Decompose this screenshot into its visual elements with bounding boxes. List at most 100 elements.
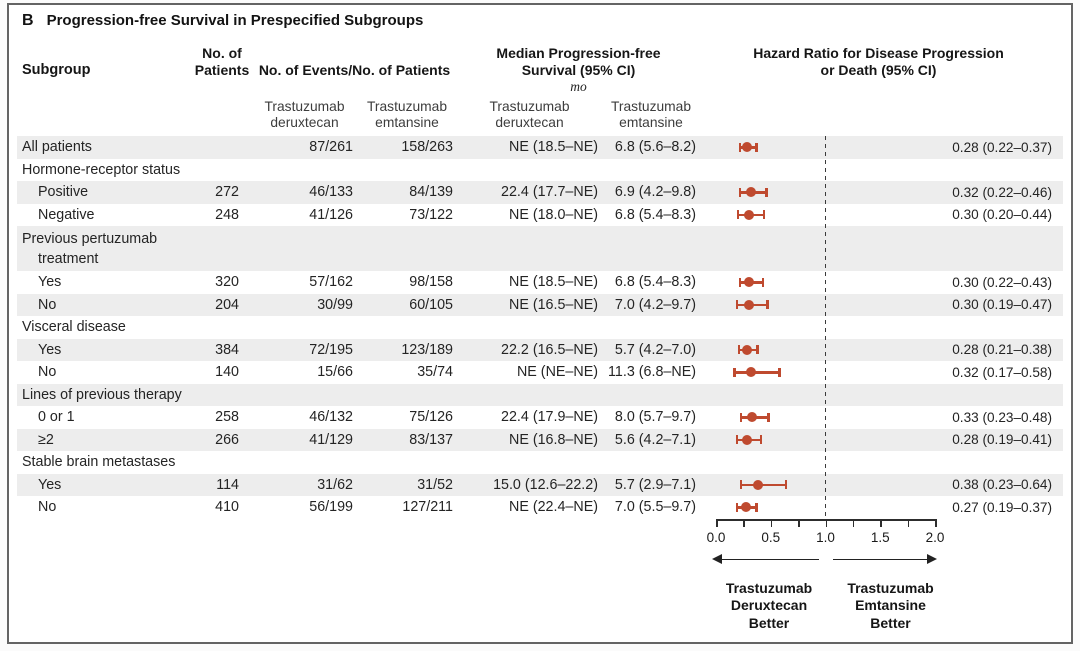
events-emtansine: 35/74 <box>417 364 453 381</box>
hr-value: 0.30 (0.20–0.44) <box>952 207 1052 223</box>
axis-tick-label: 1.5 <box>870 529 890 545</box>
events-emtansine <box>357 159 457 182</box>
median-emtansine <box>602 226 700 271</box>
table-rows: All patients 87/261 158/263 NE (18.5–NE) 6.8… <box>17 136 1063 521</box>
ci-cap <box>738 187 742 197</box>
forest-plot-cell <box>700 429 943 452</box>
ci-cap <box>778 367 781 377</box>
axis-tick-label: 0.0 <box>706 529 726 545</box>
group-header-row: Hormone-receptor status <box>17 159 1063 182</box>
forest-plot-cell <box>700 451 943 474</box>
subgroup-label: Yes <box>38 476 62 493</box>
left-arrow-icon <box>712 554 819 564</box>
table-row: Negative 248 41/126 73/122 NE (18.0–NE) 6.8 (… <box>17 204 1063 227</box>
hr-value: 0.30 (0.22–0.43) <box>952 274 1052 290</box>
table-header: Subgroup No. of Patients No. of Events/N… <box>17 39 1063 79</box>
forest-plot-cell <box>700 384 943 407</box>
forest-plot-cell <box>700 136 943 159</box>
col-header-events: No. of Events/No. of Patients <box>258 62 451 78</box>
ci-cap <box>766 300 769 310</box>
events-emtansine: 31/52 <box>417 476 453 493</box>
median-emtansine <box>602 159 700 182</box>
events-deruxtecan: 87/261 <box>309 139 353 156</box>
median-emtansine <box>602 451 700 474</box>
ci-cap <box>759 435 763 445</box>
events-deruxtecan: 57/162 <box>309 274 353 291</box>
patients-count: 140 <box>215 364 239 381</box>
table-row: No 140 15/66 35/74 NE (NE–NE) 11.3 (6.8–NE) 0.… <box>17 361 1063 384</box>
subgroup-label: Yes <box>38 341 62 358</box>
ci-cap <box>755 502 758 512</box>
hr-value: 0.28 (0.21–0.38) <box>952 342 1052 358</box>
better-labels-row: Trastuzumab Deruxtecan Better Trastuzuma… <box>17 569 1063 635</box>
events-emtansine: 75/126 <box>409 409 453 426</box>
hr-point <box>746 187 757 198</box>
forest-plot-cell <box>700 316 943 339</box>
ci-cap <box>765 187 768 197</box>
subgroup-label: Stable brain metastases <box>22 454 176 471</box>
forest-plot-cell <box>700 339 943 362</box>
median-unit-label: mo <box>570 79 587 94</box>
ci-cap <box>755 142 758 152</box>
axis-line <box>716 518 937 521</box>
ci-cap <box>733 367 736 377</box>
events-emtansine <box>357 316 457 339</box>
subgroup-label: ≥2 <box>38 431 54 448</box>
events-emtansine: 98/158 <box>409 274 453 291</box>
ci-cap <box>767 412 770 422</box>
ci-cap <box>756 345 759 355</box>
events-deruxtecan <box>252 451 357 474</box>
hr-point <box>747 412 758 423</box>
table-row: Yes 320 57/162 98/158 NE (18.5–NE) 6.8 (5.4–8… <box>17 271 1063 294</box>
events-deruxtecan: 15/66 <box>317 364 353 381</box>
hr-value: 0.32 (0.22–0.46) <box>952 184 1052 200</box>
median-deruxtecan: NE (NE–NE) <box>516 364 598 381</box>
median-arm-deruxtecan: Trastuzumab deruxtecan <box>489 99 570 130</box>
patients-count <box>192 316 252 339</box>
median-deruxtecan <box>457 226 602 271</box>
col-header-hazard-ratio: Hazard Ratio for Disease Progression or … <box>753 45 1004 78</box>
events-deruxtecan: 30/99 <box>317 296 353 313</box>
median-deruxtecan <box>457 159 602 182</box>
events-deruxtecan: 56/199 <box>309 499 353 516</box>
ci-cap <box>738 277 742 287</box>
patients-count: 266 <box>215 431 239 448</box>
hr-value <box>943 384 1057 407</box>
axis-tick <box>743 520 745 527</box>
group-header-row: Previous pertuzumab treatment <box>17 226 1063 271</box>
axis-tick <box>825 520 827 527</box>
patients-count: 248 <box>215 206 239 223</box>
subgroup-label: Visceral disease <box>22 319 126 336</box>
axis-tick <box>880 520 882 527</box>
hr-point <box>741 142 752 153</box>
hr-value: 0.30 (0.19–0.47) <box>952 297 1052 313</box>
patients-count: 410 <box>215 499 239 516</box>
median-deruxtecan: NE (18.5–NE) <box>509 274 598 291</box>
forest-plot-cell <box>700 294 943 317</box>
arrows-row <box>17 552 1063 569</box>
ci-cap <box>738 142 742 152</box>
ci-cap <box>735 502 739 512</box>
hr-point <box>743 277 754 288</box>
subgroup-label: Lines of previous therapy <box>22 386 182 403</box>
forest-plot-cell <box>700 496 943 519</box>
patients-count: 272 <box>215 184 239 201</box>
events-deruxtecan: 46/132 <box>309 409 353 426</box>
events-emtansine: 127/211 <box>402 499 453 516</box>
patients-count <box>192 451 252 474</box>
median-emtansine: 7.0 (4.2–9.7) <box>614 296 696 313</box>
median-deruxtecan: NE (16.5–NE) <box>509 296 598 313</box>
events-emtansine: 158/263 <box>401 139 453 156</box>
events-deruxtecan: 41/129 <box>309 431 353 448</box>
median-emtansine <box>602 316 700 339</box>
patients-count: 320 <box>215 274 239 291</box>
forest-plot-cell <box>700 406 943 429</box>
hr-point <box>740 502 751 513</box>
patients-count: 258 <box>215 409 239 426</box>
events-deruxtecan <box>252 226 357 271</box>
median-deruxtecan: NE (16.8–NE) <box>509 431 598 448</box>
figure-panel: B Progression-free Survival in Prespecif… <box>7 3 1073 644</box>
axis-tick <box>907 520 910 527</box>
patients-count: 114 <box>216 476 239 493</box>
col-header-patients: No. of Patients <box>194 45 250 78</box>
